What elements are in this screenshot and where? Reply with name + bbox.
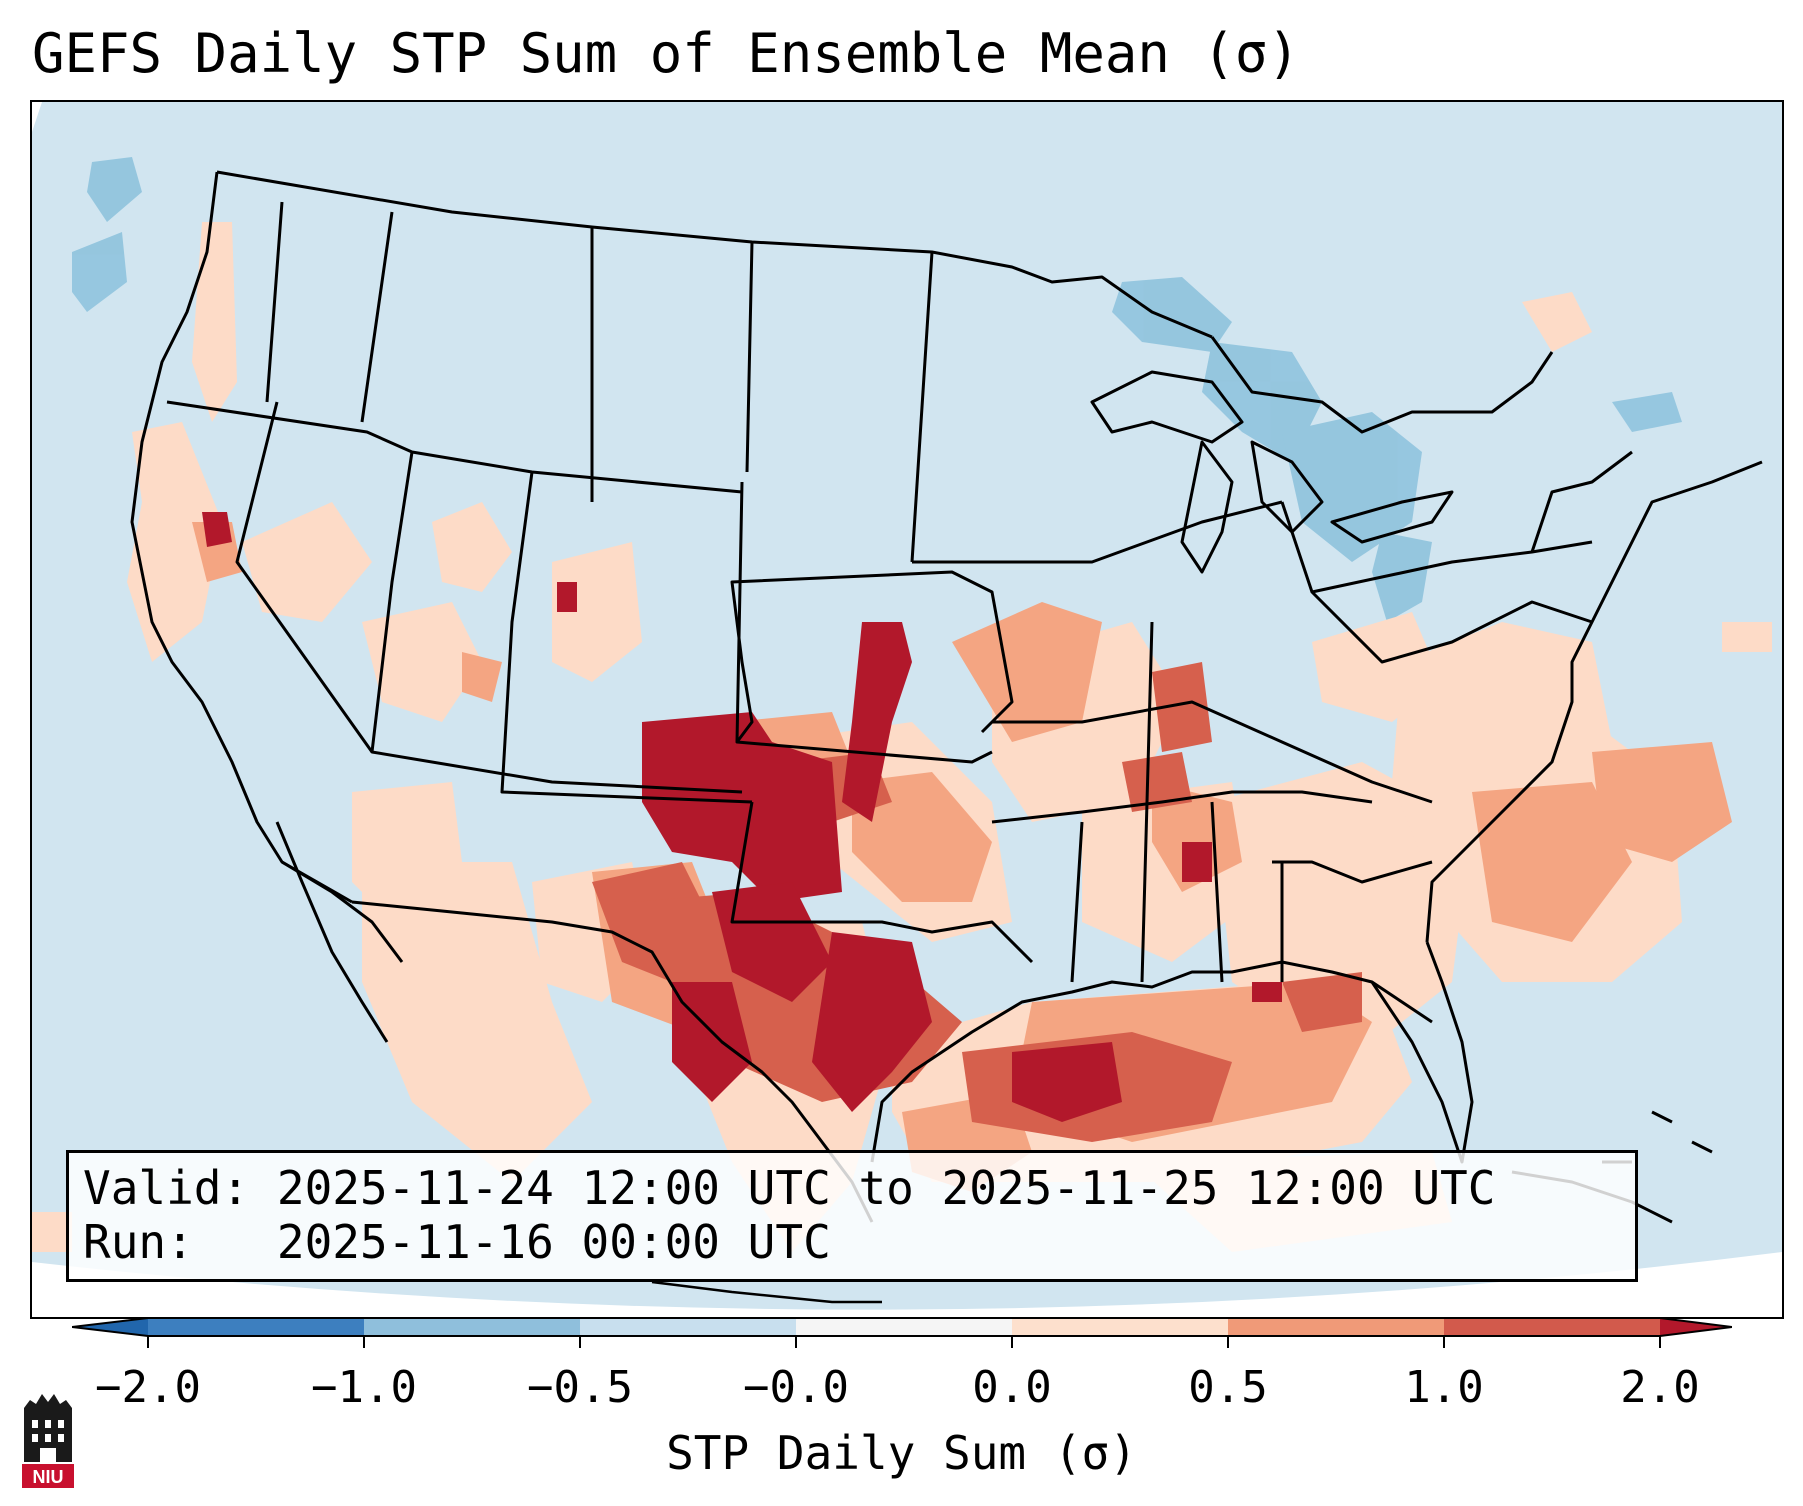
colorbar-tick-label: −2.0 <box>95 1362 201 1413</box>
valid-label: Valid: <box>83 1161 250 1215</box>
run-line: Run: 2025-11-16 00:00 UTC <box>83 1215 831 1269</box>
validity-info-box: Valid: 2025-11-24 12:00 UTC to 2025-11-2… <box>66 1150 1638 1282</box>
atlantic-coastline <box>1425 460 1763 943</box>
niu-logo: NIU <box>22 1394 74 1488</box>
colorbar-under-arrow <box>72 1318 148 1336</box>
colorbar-tick-label: −0.0 <box>743 1362 849 1413</box>
colorbar-bin <box>1228 1318 1444 1336</box>
colorbar-ticks <box>147 1336 1661 1348</box>
political-boundaries <box>130 170 1763 1224</box>
map-panel <box>30 100 1784 1319</box>
map-canvas <box>32 102 1782 1317</box>
mexico-outline <box>651 1280 882 1304</box>
chart-title: GEFS Daily STP Sum of Ensemble Mean (σ) <box>32 22 1300 85</box>
colorbar-tick-label: 2.0 <box>1620 1362 1700 1413</box>
colorbar-tick-label: −0.5 <box>527 1362 633 1413</box>
colorbar-bin <box>1444 1318 1660 1336</box>
colorbar-tick-label: 0.5 <box>1188 1362 1268 1413</box>
run-value: 2025-11-16 00:00 UTC <box>276 1215 831 1269</box>
svg-text:NIU: NIU <box>33 1467 64 1487</box>
colorbar-tick-label: 0.0 <box>972 1362 1052 1413</box>
us-mexico-border <box>351 900 874 1223</box>
colorbar-bin <box>580 1318 796 1336</box>
colorbar-bin <box>148 1318 364 1336</box>
baja-coastline <box>275 821 389 1043</box>
colorbar-bin <box>796 1318 1012 1336</box>
colorbar <box>72 1318 1732 1348</box>
gulf-coastline <box>870 960 1433 1163</box>
florida-coastline <box>1370 941 1474 1164</box>
negative-anomaly-shading <box>72 157 1682 622</box>
valid-value: 2025-11-24 12:00 UTC to 2025-11-25 12:00… <box>276 1161 1496 1215</box>
great-lakes <box>1090 370 1244 444</box>
colorbar-label: STP Daily Sum (σ) <box>666 1426 1137 1480</box>
valid-line: Valid: 2025-11-24 12:00 UTC to 2025-11-2… <box>83 1161 1495 1215</box>
us-canada-border <box>216 170 1213 339</box>
colorbar-bin <box>364 1318 580 1336</box>
colorbar-bin <box>1012 1318 1228 1336</box>
colorbar-tick-label: 1.0 <box>1404 1362 1484 1413</box>
colorbar-tick-label: −1.0 <box>311 1362 417 1413</box>
colorbar-over-arrow <box>1660 1318 1732 1336</box>
run-label: Run: <box>83 1215 194 1269</box>
max-positive-shading <box>202 512 1282 1122</box>
